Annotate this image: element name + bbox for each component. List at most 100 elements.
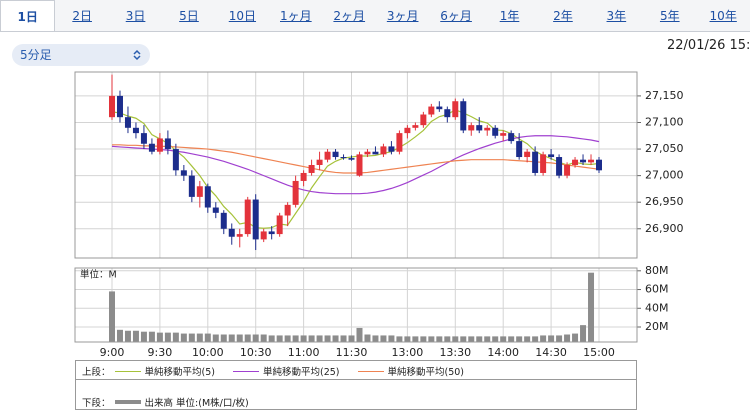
period-tab[interactable]: 3年	[606, 9, 627, 23]
volume-bar	[140, 331, 147, 342]
x-tick-label: 14:30	[535, 346, 567, 359]
x-tick-label: 10:00	[192, 346, 224, 359]
volume-bar	[428, 336, 435, 342]
legend-item: 単純移動平均(50)	[354, 364, 464, 378]
candle-body	[340, 157, 347, 159]
legend-swatch	[114, 400, 141, 404]
candle-body	[244, 199, 251, 235]
volume-bar	[316, 335, 323, 342]
legend-lower-label: 下段：	[82, 398, 111, 409]
candle-body	[332, 151, 339, 158]
plot-area	[74, 71, 638, 259]
y-tick-label: 60M	[645, 283, 669, 296]
legend-item: 単純移動平均(5)	[111, 364, 215, 378]
candle-body	[132, 127, 139, 134]
y-tick-label: 27,000	[645, 169, 684, 182]
volume-bar	[236, 334, 243, 342]
volume-bar	[364, 334, 371, 342]
y-tick-label: 26,950	[645, 195, 684, 208]
y-tick-label: 80M	[645, 264, 669, 277]
volume-bar	[348, 335, 355, 342]
unit-label: 単位：M	[80, 269, 117, 281]
candle-body	[596, 159, 602, 171]
candle-body	[284, 204, 291, 216]
candle-body	[116, 95, 123, 118]
x-tick-label: 10:30	[240, 346, 272, 359]
period-tab[interactable]: 10年	[709, 9, 737, 23]
period-tab[interactable]: 2日	[72, 9, 92, 23]
candle-body	[276, 215, 283, 235]
y-tick-label: 27,100	[645, 115, 684, 128]
plot-frame	[74, 267, 638, 343]
period-tab[interactable]: 6ヶ月	[440, 9, 472, 23]
candle-body	[172, 149, 179, 171]
legend-item: 出来高 単位:(M株/口/枚)	[111, 395, 249, 409]
candle-body	[156, 138, 163, 152]
candle-body	[124, 117, 131, 128]
volume-bar	[516, 336, 523, 342]
volume-bar	[476, 336, 483, 342]
period-tab[interactable]: 5年	[659, 9, 680, 23]
period-tab[interactable]: 3日	[125, 9, 146, 23]
volume-bar	[524, 336, 531, 342]
volume-bar	[164, 332, 171, 342]
candle-body	[404, 127, 411, 134]
candle-body	[564, 165, 571, 176]
candle-body	[524, 151, 531, 158]
volume-bar	[244, 334, 251, 342]
candle-body	[548, 154, 555, 158]
candle-body	[460, 101, 467, 131]
x-tick-label: 15:00	[583, 346, 615, 359]
plot-frame	[74, 71, 638, 259]
volume-bar	[540, 335, 547, 342]
legend-item: 単純移動平均(25)	[229, 364, 340, 378]
volume-bar	[508, 336, 515, 342]
candle-body	[452, 101, 459, 118]
volume-bar	[492, 336, 499, 342]
candle-body	[492, 127, 499, 136]
volume-bar	[564, 334, 571, 342]
period-tab[interactable]: 3ヶ月	[386, 9, 419, 23]
volume-bar	[372, 335, 379, 342]
period-tab[interactable]: 2年	[553, 9, 573, 23]
period-tab[interactable]: 5日	[179, 9, 199, 23]
legend-lower: 下段： 出来高 単位:(M株/口/枚)	[82, 395, 263, 409]
interval-select[interactable]: 5分足	[12, 44, 150, 66]
candle-body	[268, 231, 275, 235]
y-tick-label: 26,900	[645, 222, 684, 235]
volume-bar	[388, 335, 395, 342]
volume-bar	[116, 329, 123, 342]
volume-bar	[308, 335, 315, 342]
candle-body	[260, 231, 267, 240]
volume-bar	[436, 336, 443, 342]
volume-bar	[572, 333, 579, 342]
moving-average-line	[112, 144, 600, 174]
period-tab[interactable]: 1日	[0, 0, 56, 31]
volume-bar	[292, 335, 299, 342]
volume-bar	[404, 336, 411, 342]
volume-bar	[548, 335, 555, 342]
x-tick-label: 13:30	[439, 346, 471, 359]
candle-body	[204, 186, 211, 208]
interval-label: 5分足	[20, 48, 52, 62]
volume-bar	[452, 336, 459, 342]
plot-area	[74, 267, 638, 343]
volume-bar	[212, 334, 219, 342]
period-tab[interactable]: 1ヶ月	[280, 9, 312, 23]
candle-body	[508, 133, 515, 142]
legend-text: 出来高 単位:(M株/口/枚)	[144, 398, 249, 409]
period-tab[interactable]: 10日	[228, 9, 257, 23]
volume-bar	[284, 335, 291, 342]
volume-bar	[148, 331, 155, 342]
candle-body	[484, 127, 491, 131]
legend: 上段： 単純移動平均(5) 単純移動平均(25) 単純移動平均(50) 下段： 出来…	[75, 360, 637, 410]
period-tab[interactable]: 2ヶ月	[333, 9, 366, 23]
candle-body	[180, 170, 187, 176]
period-tabs: 1日 2日 3日 5日 10日 1ヶ月 2ヶ月 3ヶ月 6ヶ月 1年 2年 3年 5年 10年	[0, 0, 750, 32]
candle-body	[228, 228, 235, 237]
x-tick-label: 11:00	[288, 346, 320, 359]
volume-bar	[300, 335, 307, 342]
candle-body	[380, 146, 387, 155]
candle-body	[188, 175, 195, 197]
period-tab[interactable]: 1年	[499, 9, 520, 23]
